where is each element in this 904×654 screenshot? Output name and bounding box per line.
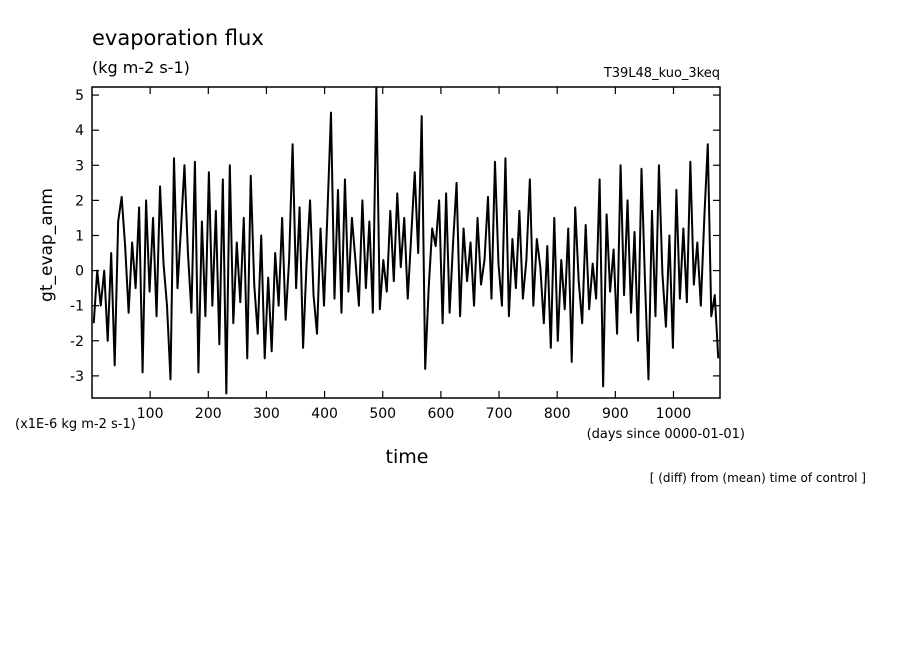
y-tick-label: 4 bbox=[75, 123, 84, 139]
subtitle: (kg m-2 s-1) bbox=[92, 58, 190, 77]
y-tick-label: 5 bbox=[75, 88, 84, 104]
run-label: T39L48_kuo_3keq bbox=[603, 66, 720, 81]
x-tick-label: 600 bbox=[428, 406, 455, 422]
y-tick-label: 1 bbox=[75, 228, 84, 244]
x-tick-label: 300 bbox=[253, 406, 280, 422]
x-axis-label: time bbox=[386, 446, 429, 468]
y-tick-label: -2 bbox=[70, 334, 84, 350]
x-tick-label: 100 bbox=[137, 406, 164, 422]
y-unit: (x1E-6 kg m-2 s-1) bbox=[15, 417, 136, 432]
x-unit: (days since 0000-01-01) bbox=[587, 427, 745, 442]
y-tick-label: 3 bbox=[75, 158, 84, 174]
y-tick-label: -3 bbox=[70, 369, 84, 385]
plot-frame bbox=[91, 86, 721, 399]
x-tick-label: 1000 bbox=[656, 406, 692, 422]
x-tick-label: 500 bbox=[369, 406, 396, 422]
x-tick-label: 400 bbox=[311, 406, 338, 422]
y-tick-label: -1 bbox=[70, 299, 84, 315]
y-tick-label: 0 bbox=[75, 264, 84, 280]
x-tick-label: 700 bbox=[486, 406, 513, 422]
x-tick-label: 200 bbox=[195, 406, 222, 422]
series-line bbox=[92, 87, 720, 395]
y-axis-label: gt_evap_anm bbox=[37, 188, 57, 302]
x-tick-label: 800 bbox=[544, 406, 571, 422]
chart-title: evaporation flux bbox=[92, 26, 264, 50]
y-tick-label: 2 bbox=[75, 193, 84, 209]
x-tick-label: 900 bbox=[602, 406, 629, 422]
note: [ (diff) from (mean) time of control ] bbox=[650, 471, 866, 485]
